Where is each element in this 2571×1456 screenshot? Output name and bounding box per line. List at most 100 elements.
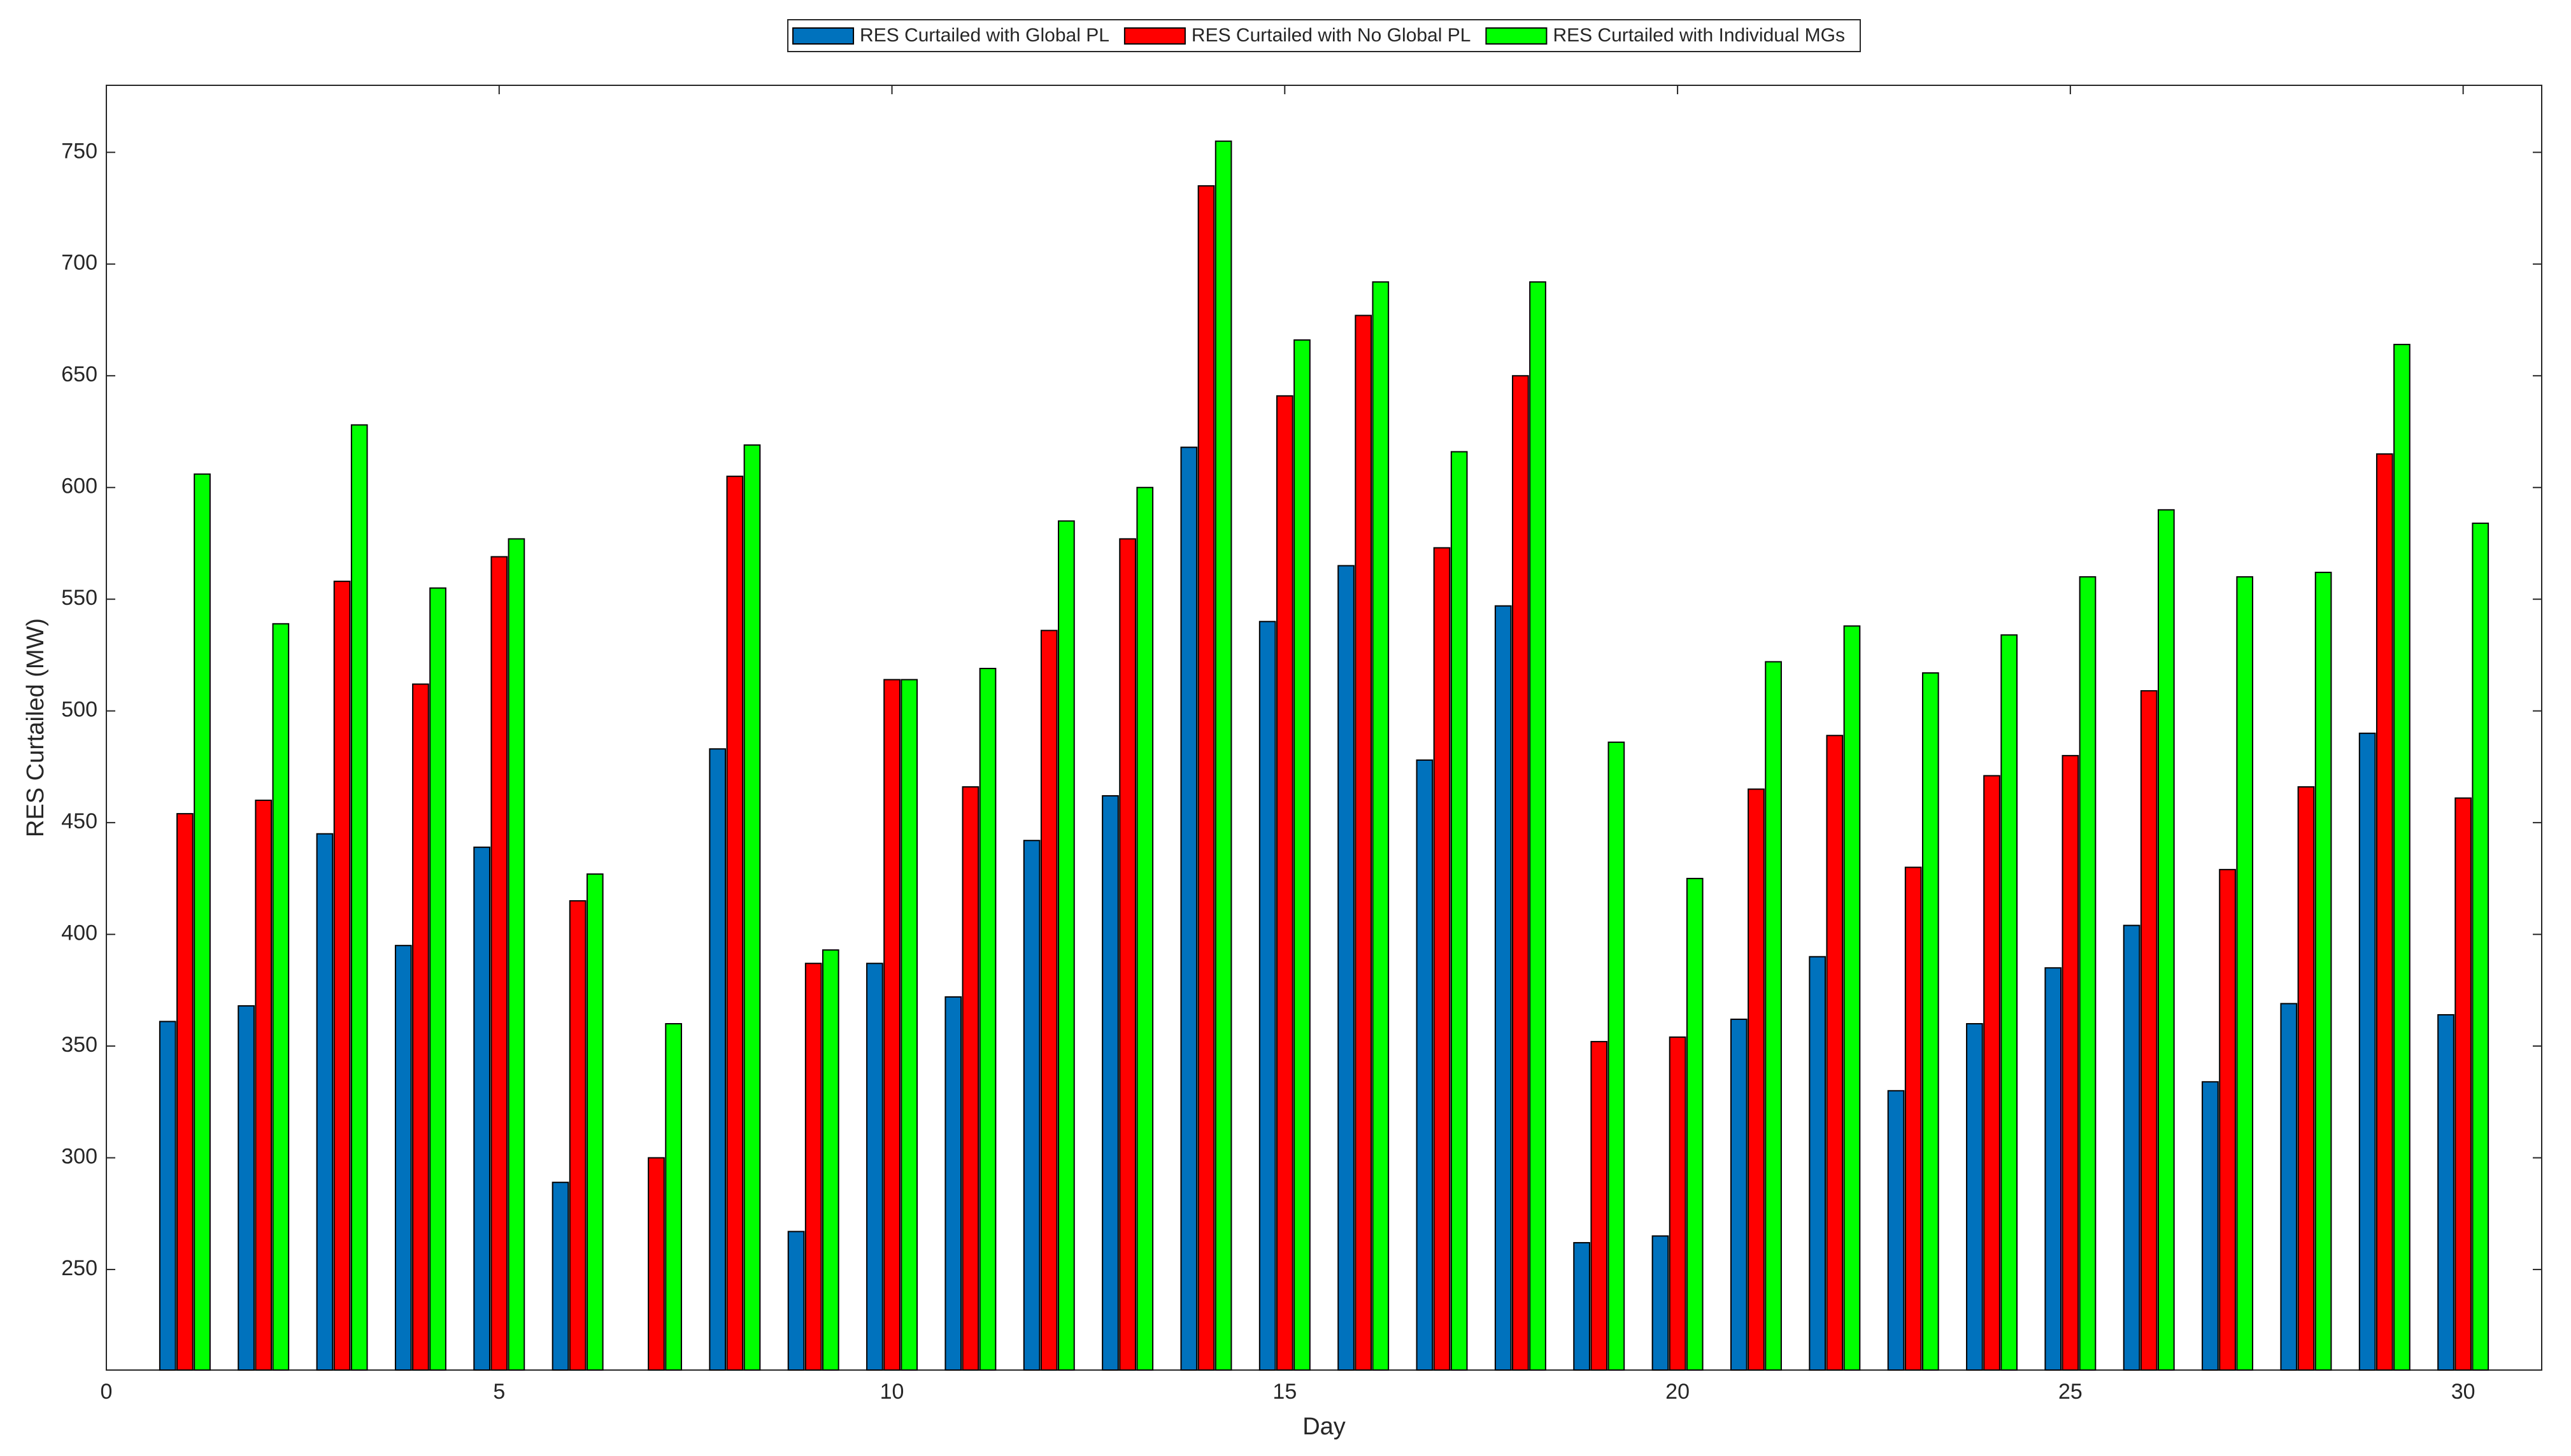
- bar: [1843, 625, 1861, 1371]
- bar: [2280, 1003, 2298, 1371]
- plot-area: [106, 85, 2542, 1371]
- bar: [1590, 1041, 1608, 1371]
- bar: [176, 813, 194, 1371]
- bar: [1058, 520, 1075, 1371]
- bar: [787, 1231, 805, 1371]
- bar: [159, 1021, 176, 1371]
- bar: [2393, 344, 2411, 1371]
- bar: [1102, 795, 1119, 1371]
- bar: [2454, 797, 2472, 1371]
- bar: [255, 800, 273, 1371]
- bar: [316, 833, 334, 1371]
- bar: [2202, 1081, 2219, 1371]
- bar: [1904, 866, 1922, 1371]
- bar: [1180, 446, 1198, 1371]
- bar: [2123, 924, 2140, 1371]
- bar: [1023, 840, 1041, 1371]
- bar: [822, 949, 839, 1371]
- bar: [804, 963, 822, 1371]
- y-tick-label: 700: [61, 251, 97, 275]
- bar: [1809, 956, 1827, 1371]
- bar: [901, 679, 918, 1371]
- bar: [743, 444, 761, 1371]
- bar: [1966, 1023, 1983, 1371]
- bar: [648, 1157, 665, 1371]
- bar: [473, 846, 490, 1371]
- bar: [2375, 453, 2393, 1371]
- bar: [709, 748, 727, 1371]
- bar: [586, 873, 604, 1371]
- bar: [429, 587, 446, 1371]
- bar: [2297, 786, 2315, 1371]
- bar: [569, 900, 587, 1371]
- bar: [1921, 672, 1939, 1371]
- legend-swatch: [1485, 27, 1548, 45]
- y-tick-label: 500: [61, 698, 97, 722]
- bar: [1826, 735, 1844, 1371]
- y-tick-label: 350: [61, 1033, 97, 1057]
- bar: [962, 786, 979, 1371]
- bar: [2314, 572, 2332, 1371]
- x-tick-label: 10: [880, 1380, 904, 1404]
- y-tick-label: 300: [61, 1145, 97, 1169]
- bar: [1450, 451, 1468, 1371]
- bar: [1529, 281, 1546, 1371]
- x-tick-label: 25: [2058, 1380, 2083, 1404]
- bar: [508, 538, 525, 1371]
- bar: [1765, 661, 1782, 1371]
- bar: [2079, 576, 2097, 1371]
- bar: [2140, 690, 2158, 1371]
- y-tick-label: 650: [61, 362, 97, 386]
- bar: [1276, 395, 1293, 1371]
- bar: [1887, 1090, 1905, 1371]
- legend-label: RES Curtailed with No Global PL: [1192, 25, 1471, 46]
- bar: [552, 1182, 569, 1371]
- bar: [2044, 967, 2062, 1371]
- bar: [1669, 1036, 1686, 1371]
- bar: [2219, 868, 2236, 1371]
- legend-box: [787, 19, 1861, 52]
- bar: [2062, 754, 2079, 1371]
- bar: [272, 623, 290, 1371]
- y-tick-label: 600: [61, 474, 97, 498]
- bar: [1983, 775, 2000, 1371]
- bar: [1258, 621, 1276, 1371]
- bar: [1607, 741, 1625, 1371]
- bar: [1748, 788, 1765, 1371]
- bar: [1214, 140, 1232, 1371]
- bar: [866, 963, 883, 1371]
- bar: [1197, 185, 1215, 1371]
- x-tick-label: 5: [493, 1380, 505, 1404]
- x-tick-label: 30: [2451, 1380, 2475, 1404]
- x-axis-label: Day: [1302, 1413, 1346, 1440]
- bar: [1512, 375, 1529, 1371]
- y-tick-label: 550: [61, 586, 97, 610]
- bar: [238, 1005, 255, 1371]
- y-tick-label: 450: [61, 809, 97, 833]
- bar: [1494, 605, 1512, 1371]
- bar: [1686, 877, 1704, 1371]
- y-tick-label: 750: [61, 139, 97, 163]
- y-axis-label: RES Curtailed (MW): [22, 618, 49, 837]
- bar: [1355, 315, 1372, 1371]
- bar: [1416, 759, 1434, 1371]
- bar: [883, 679, 901, 1371]
- bar: [2000, 634, 2018, 1371]
- bar: [2472, 522, 2489, 1371]
- bar: [490, 556, 508, 1371]
- y-tick-label: 400: [61, 921, 97, 945]
- x-tick-label: 0: [101, 1380, 113, 1404]
- bar: [665, 1023, 682, 1371]
- bar: [1119, 538, 1136, 1371]
- bar: [726, 476, 744, 1371]
- bar: [412, 683, 429, 1371]
- bar: [1136, 486, 1154, 1371]
- bar: [2358, 732, 2376, 1371]
- y-tick-label: 250: [61, 1256, 97, 1280]
- bar: [979, 667, 997, 1371]
- legend-label: RES Curtailed with Individual MGs: [1553, 25, 1845, 46]
- bar: [350, 424, 368, 1371]
- bar: [333, 581, 351, 1371]
